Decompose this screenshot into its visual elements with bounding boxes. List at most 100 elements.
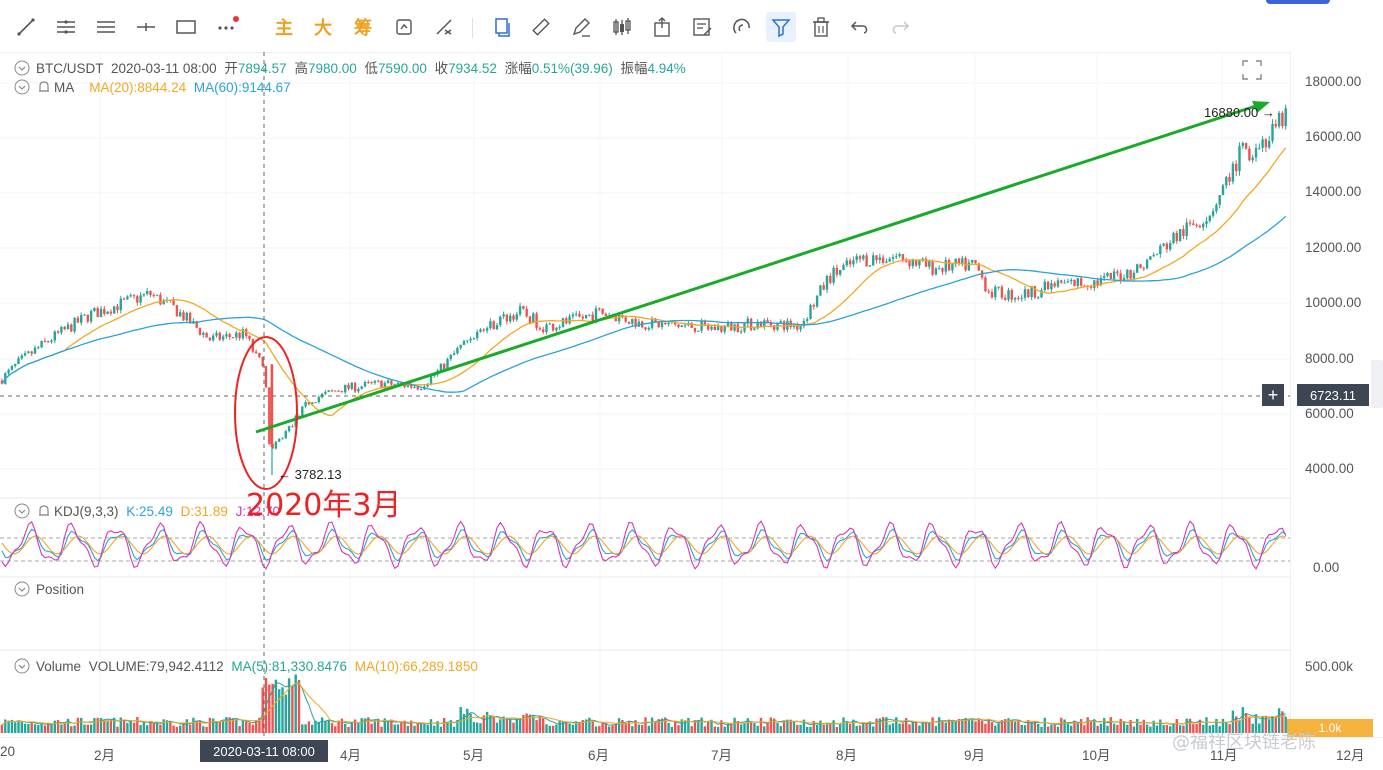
candle-body bbox=[377, 380, 380, 382]
candle-body bbox=[287, 426, 291, 432]
candle-body bbox=[390, 380, 393, 385]
main-indicator-button[interactable]: 主 bbox=[275, 18, 293, 39]
volume-bar bbox=[598, 726, 601, 733]
horizontal-line-icon[interactable] bbox=[131, 12, 161, 42]
candle-body bbox=[796, 325, 799, 330]
collapse-icon[interactable] bbox=[14, 503, 30, 519]
volume-bar bbox=[7, 720, 10, 733]
candle-body bbox=[307, 402, 311, 405]
volume-bar bbox=[551, 725, 555, 733]
axis-scroll-handle[interactable] bbox=[1371, 360, 1383, 408]
candle-body bbox=[20, 355, 23, 359]
candle-body bbox=[76, 317, 80, 323]
volume-bar bbox=[525, 713, 528, 733]
symbol-label: BTC/USDT bbox=[36, 61, 104, 76]
candle-body bbox=[872, 255, 875, 266]
volume-bar bbox=[812, 721, 815, 733]
candle-body bbox=[185, 312, 188, 321]
candle-body bbox=[1172, 232, 1175, 244]
rectangle-icon[interactable] bbox=[171, 12, 201, 42]
candle-body bbox=[1235, 163, 1238, 172]
volume-bar bbox=[518, 717, 522, 733]
candle-body bbox=[1027, 289, 1030, 298]
volume-bar bbox=[650, 717, 654, 733]
volume-bar bbox=[132, 722, 136, 733]
big-indicator-button[interactable]: 大 bbox=[314, 18, 332, 39]
collapse-icon[interactable] bbox=[14, 79, 30, 95]
volume-bar bbox=[159, 724, 162, 733]
candle-body bbox=[700, 321, 703, 331]
note-icon[interactable] bbox=[687, 12, 717, 42]
volume-bar bbox=[208, 717, 212, 733]
volume-bar bbox=[789, 719, 792, 733]
candle-body bbox=[637, 321, 641, 327]
march-circle bbox=[234, 336, 298, 490]
trend-line-icon[interactable] bbox=[11, 12, 41, 42]
chip-indicator-button[interactable]: 筹 bbox=[354, 18, 372, 39]
volume-bar bbox=[89, 724, 93, 733]
volume-bar bbox=[1027, 720, 1030, 733]
parallel-lines-icon[interactable] bbox=[51, 12, 81, 42]
more-icon[interactable] bbox=[211, 12, 241, 42]
volume-bar bbox=[155, 721, 159, 733]
volume-bar bbox=[202, 726, 205, 733]
volume-bar bbox=[509, 718, 512, 733]
kline-chart[interactable]: 16880.00 → ← 3782.13 bbox=[0, 52, 1290, 742]
volume-bar bbox=[710, 719, 713, 733]
volume-bar bbox=[241, 719, 245, 733]
volume-bar bbox=[476, 722, 479, 733]
redo-icon[interactable] bbox=[885, 12, 915, 42]
volume-bar bbox=[106, 721, 109, 733]
candle-settings-icon[interactable] bbox=[607, 12, 637, 42]
candle-body bbox=[911, 260, 914, 267]
collapse-icon[interactable] bbox=[14, 60, 30, 76]
volume-bar bbox=[198, 720, 202, 733]
volume-bar bbox=[971, 718, 974, 733]
clear-drawings-icon[interactable] bbox=[429, 12, 459, 42]
account-tab[interactable] bbox=[1266, 0, 1330, 4]
alert-bell-icon[interactable] bbox=[36, 503, 52, 519]
volume-bar bbox=[406, 725, 410, 733]
copy-icon[interactable] bbox=[487, 12, 517, 42]
candle-body bbox=[413, 386, 416, 388]
volume-bar bbox=[878, 718, 881, 733]
collapse-icon[interactable] bbox=[14, 581, 30, 597]
fullscreen-icon[interactable] bbox=[1240, 58, 1264, 82]
candle-body bbox=[1112, 271, 1116, 279]
volume-bar bbox=[413, 725, 416, 733]
trash-icon[interactable] bbox=[806, 12, 836, 42]
volume-bar bbox=[654, 722, 657, 733]
filter-icon[interactable] bbox=[766, 12, 796, 42]
candle-body bbox=[773, 325, 776, 330]
alert-bell-icon[interactable] bbox=[36, 79, 52, 95]
export-icon[interactable] bbox=[647, 12, 677, 42]
candle-body bbox=[634, 318, 637, 327]
ruler-icon[interactable] bbox=[526, 12, 556, 42]
volume-bar bbox=[446, 721, 449, 733]
candle-body bbox=[241, 329, 245, 339]
undo-icon[interactable] bbox=[845, 12, 875, 42]
candle-body bbox=[485, 328, 489, 331]
volume-bar bbox=[182, 722, 185, 733]
horizontal-lines-icon[interactable] bbox=[91, 12, 121, 42]
magnet-icon[interactable] bbox=[727, 12, 757, 42]
candle-body bbox=[693, 328, 697, 332]
candle-body bbox=[974, 260, 977, 264]
candle-body bbox=[1023, 289, 1027, 298]
candle-body bbox=[126, 296, 129, 300]
candle-body bbox=[116, 306, 119, 311]
volume-bar bbox=[33, 724, 37, 733]
volume-bar bbox=[1073, 720, 1076, 733]
candle-body bbox=[967, 262, 971, 271]
collapse-icon[interactable] bbox=[14, 658, 30, 674]
volume-bar bbox=[423, 723, 426, 733]
candle-body bbox=[895, 256, 898, 258]
candle-body bbox=[990, 292, 994, 298]
add-alert-button[interactable]: + bbox=[1262, 384, 1284, 406]
volume-bar bbox=[891, 723, 895, 733]
candle-body bbox=[1132, 272, 1136, 279]
sync-icon[interactable] bbox=[389, 12, 419, 42]
candle-body bbox=[905, 260, 908, 262]
pencil-icon[interactable] bbox=[566, 12, 596, 42]
candle-body bbox=[977, 263, 980, 271]
